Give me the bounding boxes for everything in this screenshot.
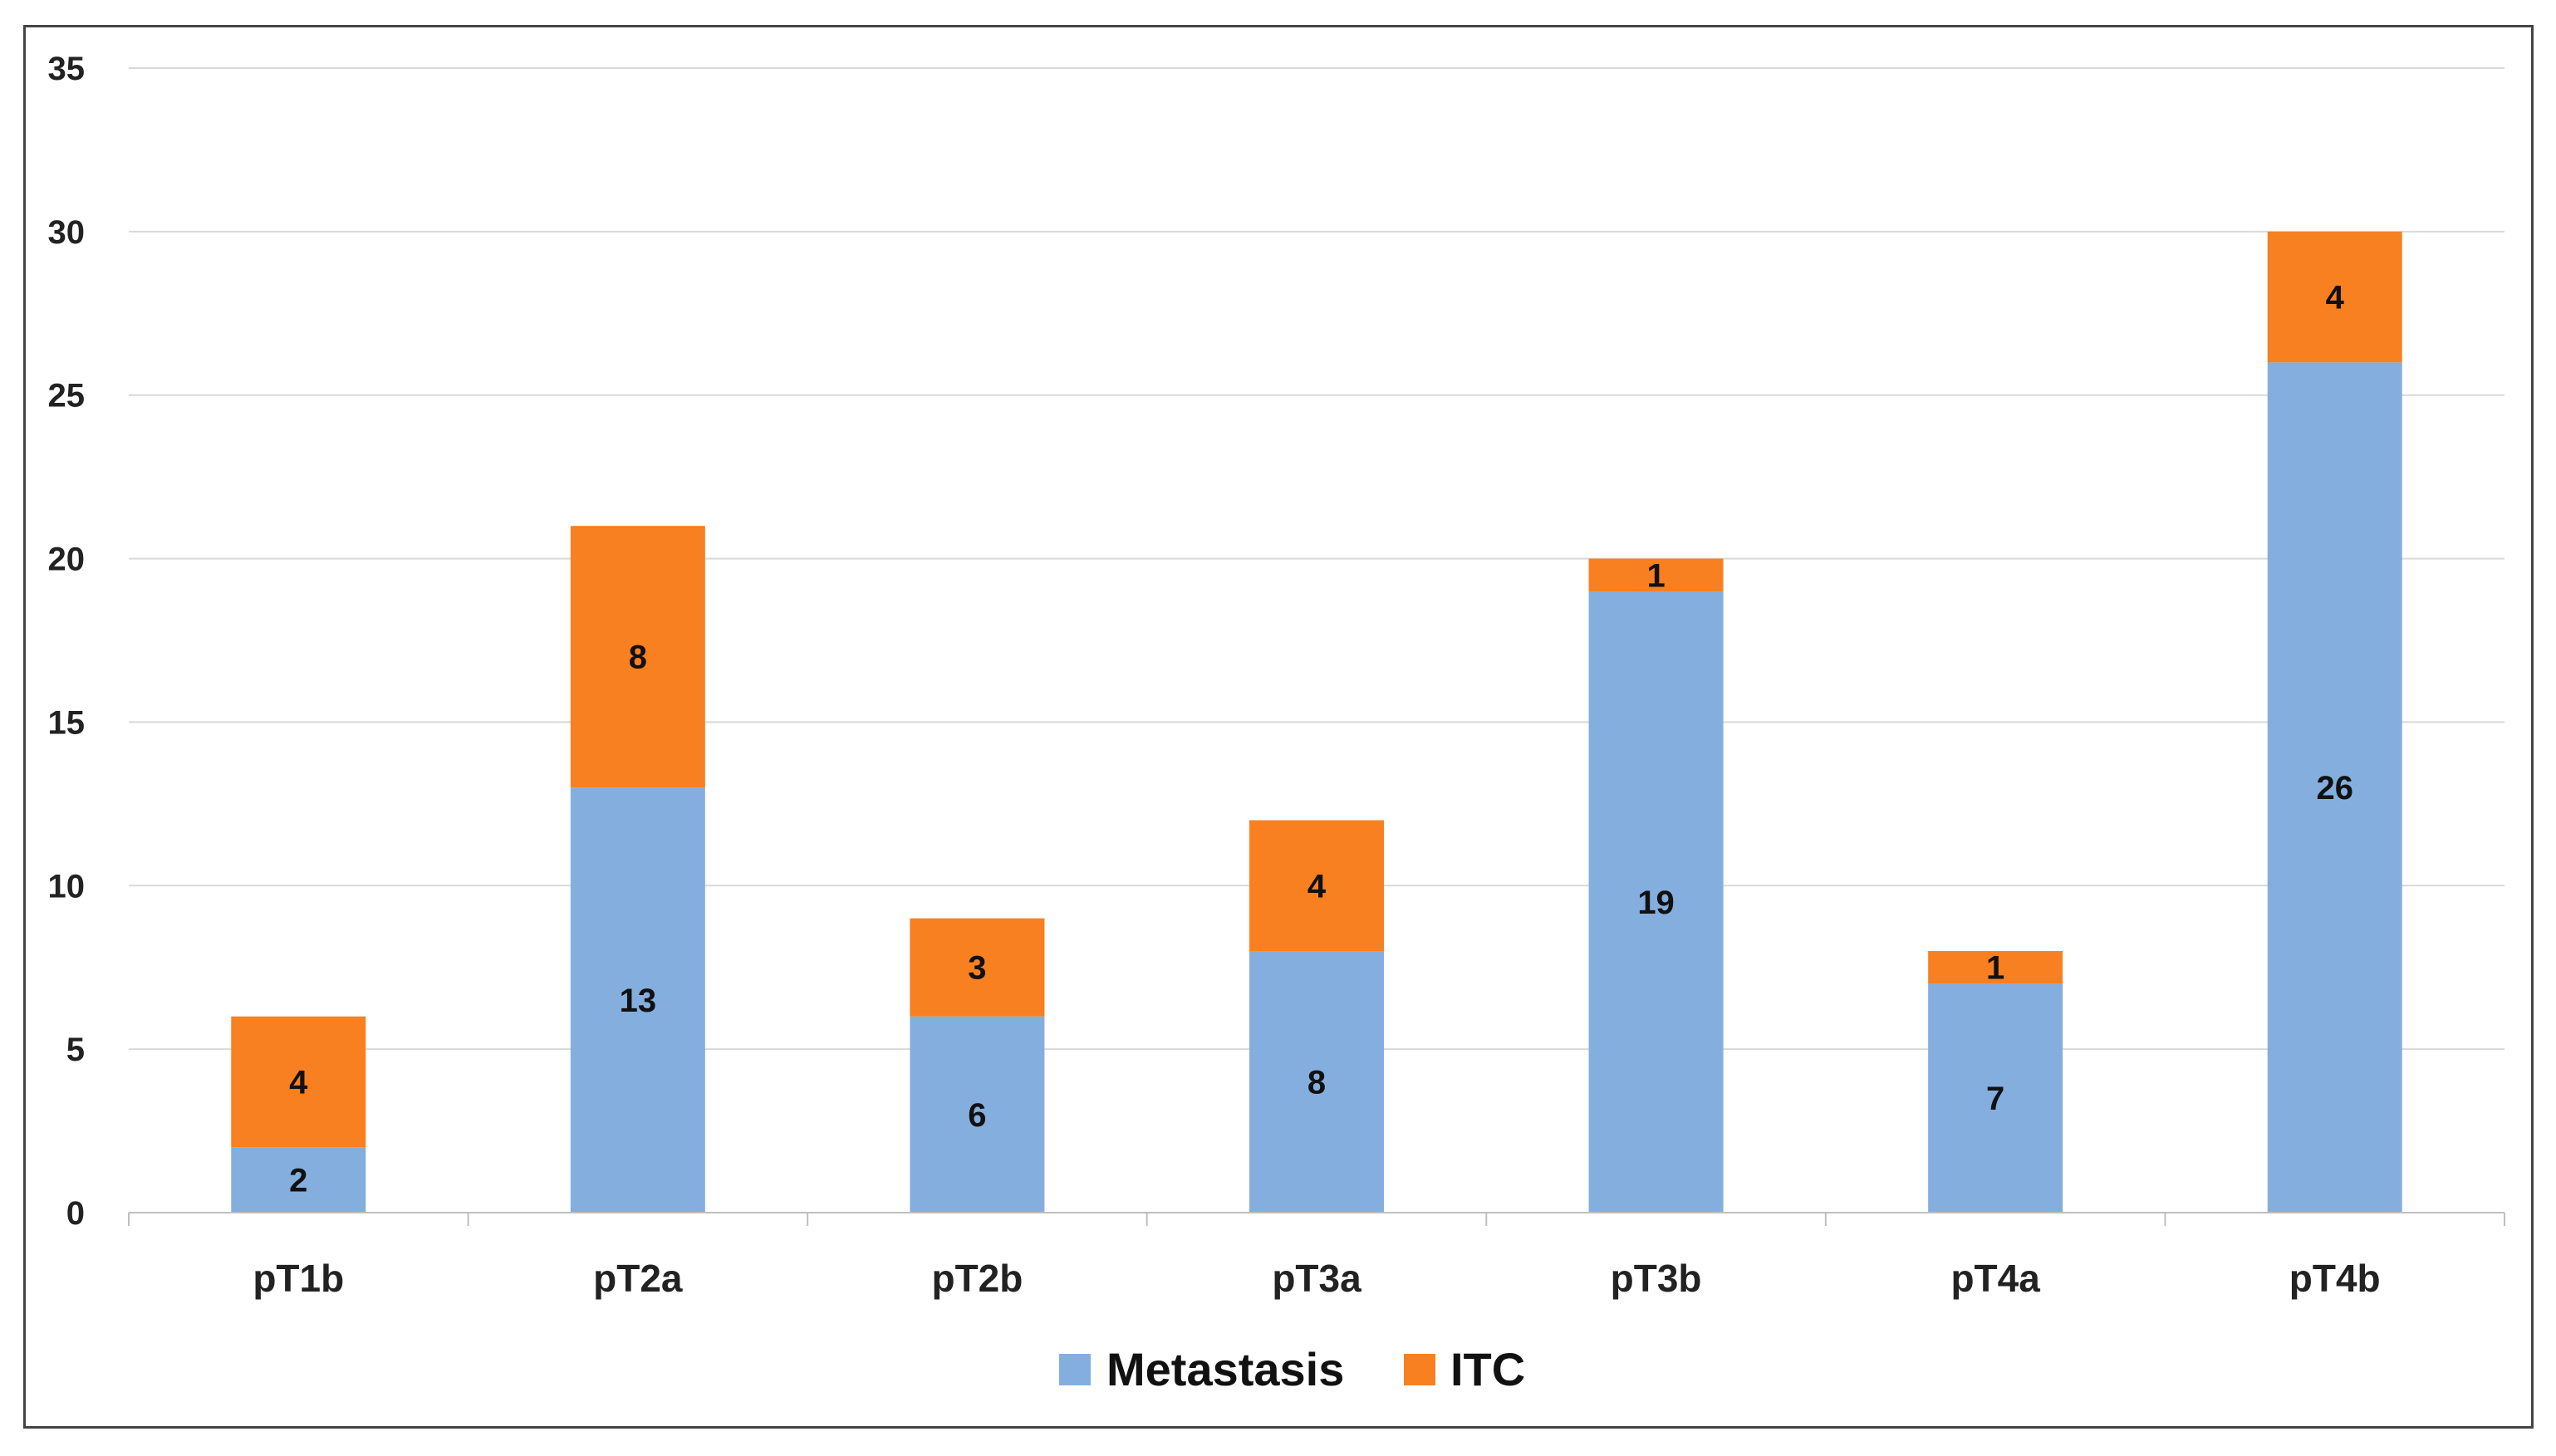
x-category-label: pT1b	[253, 1257, 344, 1300]
data-label: 1	[1986, 950, 2004, 987]
y-tick-label: 0	[66, 1195, 85, 1232]
bar-metastasis-pT3b	[1588, 591, 1724, 1213]
bar-itc-pT3a	[1249, 820, 1384, 952]
legend-swatch-itc	[1404, 1354, 1435, 1385]
data-label: 8	[1307, 1065, 1326, 1101]
data-label: 4	[1307, 868, 1327, 904]
y-tick-label: 25	[48, 378, 86, 414]
y-tick-label: 15	[48, 704, 86, 741]
legend-label-itc: ITC	[1450, 1343, 1525, 1395]
data-label: 26	[2316, 770, 2353, 806]
legend-swatch-metastasis	[1059, 1354, 1091, 1385]
bar-metastasis-pT4a	[1928, 983, 2063, 1213]
gridlines	[129, 67, 2504, 1051]
bar-itc-pT4a	[1928, 951, 2063, 984]
data-label: 8	[629, 640, 647, 676]
x-category-label: pT3a	[1272, 1257, 1361, 1300]
y-tick-label: 20	[48, 542, 86, 578]
legend-label-metastasis: Metastasis	[1106, 1343, 1344, 1395]
data-label: 19	[1637, 885, 1675, 921]
x-category-label: pT2b	[931, 1257, 1023, 1300]
x-category-label: pT4a	[1950, 1257, 2040, 1300]
bar-itc-pT2b	[910, 918, 1045, 1017]
data-label: 6	[968, 1097, 986, 1134]
bar-metastasis-pT2a	[570, 787, 705, 1213]
bar-metastasis-pT1b	[231, 1147, 366, 1213]
y-tick-label: 10	[48, 868, 86, 904]
bars: 2 4 13 8 6 3 8 4 19 1 7 1 26 4	[231, 231, 2402, 1213]
bar-metastasis-pT4b	[2267, 362, 2402, 1213]
data-label: 4	[2326, 280, 2345, 316]
axes: 0 5 10 15 20 25 30 35 pT1b pT2a pT2b pT3a pT3b pT4a pT…	[48, 51, 2505, 1300]
x-category-label: pT4b	[2289, 1257, 2381, 1300]
y-tick-label: 5	[66, 1032, 85, 1068]
bar-metastasis-pT3a	[1249, 951, 1384, 1213]
bar-itc-pT1b	[231, 1016, 366, 1148]
y-tick-label: 30	[48, 214, 86, 251]
data-label: 1	[1646, 557, 1665, 594]
data-label: 3	[968, 950, 986, 987]
data-label: 2	[289, 1163, 307, 1199]
data-label: 13	[620, 983, 657, 1019]
bar-itc-pT3b	[1588, 558, 1724, 591]
bar-metastasis-pT2b	[910, 1016, 1045, 1213]
x-category-label: pT2a	[593, 1257, 683, 1300]
legend: Metastasis ITC	[1059, 1343, 1525, 1395]
data-label: 7	[1986, 1081, 2004, 1117]
y-tick-label: 35	[48, 51, 86, 87]
data-label: 4	[289, 1065, 308, 1101]
x-category-label: pT3b	[1611, 1257, 1702, 1300]
bar-itc-pT2a	[570, 526, 705, 788]
bar-itc-pT4b	[2267, 231, 2402, 363]
